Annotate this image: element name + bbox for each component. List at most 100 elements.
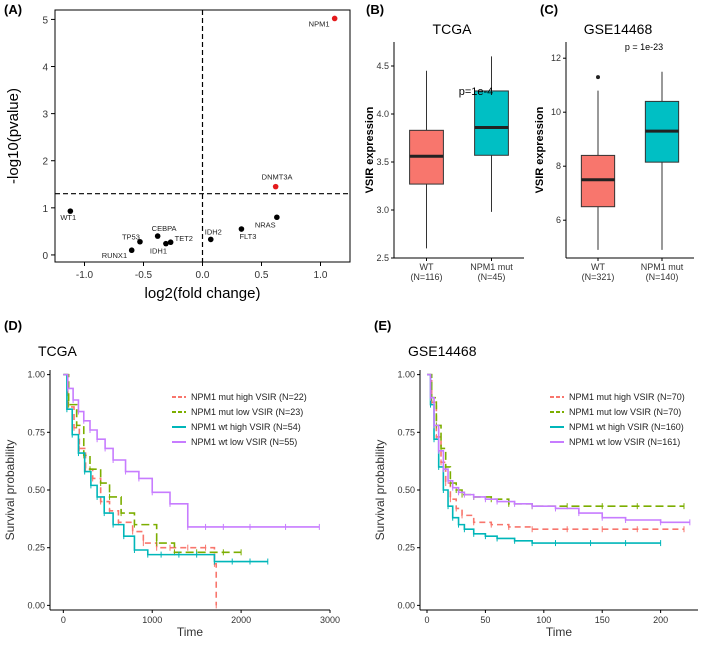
legend-entry: NPM1 mut low VSIR (N=70) [569,407,681,417]
y-tick-label: 4.5 [376,61,389,71]
x-tick-label: 0 [61,615,66,625]
panel-label-d: (D) [4,318,22,333]
group-label: WT [591,262,605,272]
p-value-label: p = 1e-23 [625,42,663,52]
x-tick-label: 0.0 [196,270,210,281]
chart-title: GSE14468 [408,343,477,359]
y-tick-label: 5 [42,15,48,26]
y-tick-label: 3.0 [376,205,389,215]
survival-curve [63,373,242,554]
x-axis-title: log2(fold change) [145,285,261,302]
data-point [67,208,74,214]
x-tick-label: 3000 [320,615,340,625]
x-tick-label: 2000 [231,615,251,625]
km-plot-tcga: TCGA 0 1000 2000 3000 0.00 0.25 0.50 0.75 1.00 Tim… [3,343,340,639]
y-tick-label: 4.0 [376,109,389,119]
y-tick-label: 1 [42,204,48,215]
group-label: NPM1 mut [470,262,513,272]
p-value-label: p=1e-4 [459,86,494,98]
point-label: NRAS [255,220,276,229]
y-axis-title: VSIR expression [364,106,376,193]
y-tick-label: 12 [551,53,561,63]
y-axis-title: -log10(pvalue) [5,88,22,184]
x-axis-title: Time [546,625,573,639]
x-tick-label: -0.5 [135,270,153,281]
y-tick-label: 0.00 [397,600,415,610]
panel-label-b: (B) [366,2,384,17]
y-axis-title: Survival probability [3,440,17,541]
point-label: IDH2 [205,227,222,236]
x-tick-label: 50 [480,615,490,625]
legend-entry: NPM1 mut high VSIR (N=22) [191,392,307,402]
panel-label-a: (A) [4,2,22,17]
x-tick-label: 1.0 [314,270,328,281]
y-tick-label: 0.50 [397,485,415,495]
chart-title: GSE14468 [584,21,653,37]
group-n-label: (N=321) [582,272,615,282]
y-tick-label: 2 [42,157,48,168]
volcano-plot: -1.0 -0.5 0.0 0.5 1.0 0 1 2 3 4 5 NPM1 DNMT3A WT1 NRAS… [5,9,351,302]
y-tick-label: 0.75 [27,427,45,437]
y-tick-label: 3 [42,110,48,121]
legend-entry: NPM1 wt high VSIR (N=160) [569,422,684,432]
legend-entry: NPM1 mut high VSIR (N=70) [569,392,685,402]
km-plot-gse14468: GSE14468 0 50 100 150 200 0.00 0.25 0.50 0.75 1.00… [373,343,698,639]
data-point [238,226,245,232]
boxplot-tcga: TCGA 2.5 3.0 3.5 4.0 4.5 VSIR expression WT(N=1… [364,21,524,282]
x-tick-label: -1.0 [76,270,94,281]
y-tick-label: 6 [556,215,561,225]
point-label: WT1 [60,213,76,222]
panel-label-e: (E) [374,318,391,333]
point-label: NPM1 [309,19,330,28]
group-n-label: (N=45) [478,272,506,282]
data-point [137,238,143,245]
survival-curve [427,373,690,524]
y-axis-title: Survival probability [373,440,387,541]
data-point [207,236,214,243]
y-tick-label: 1.00 [27,370,45,380]
box-npm1-mut [474,90,509,156]
point-label: CEBPA [152,224,177,233]
x-tick-label: 0.5 [255,270,269,281]
y-tick-label: 2.5 [376,253,389,263]
legend-entry: NPM1 wt low VSIR (N=55) [191,437,297,447]
data-point [163,240,169,247]
x-tick-label: 100 [536,615,551,625]
group-label: NPM1 mut [641,262,684,272]
y-tick-label: 8 [556,161,561,171]
outlier-point [596,75,600,80]
y-tick-label: 3.5 [376,157,389,167]
x-tick-label: 0 [425,615,430,625]
survival-curve [63,373,320,528]
point-label: FLT3 [239,232,256,241]
point-label: IDH1 [150,247,167,256]
group-n-label: (N=116) [410,272,442,282]
survival-curve [63,373,268,563]
data-point [331,15,338,22]
legend-entry: NPM1 mut low VSIR (N=23) [191,407,303,417]
y-tick-label: 0 [42,251,48,262]
data-point [272,183,279,190]
y-tick-label: 0.75 [397,427,415,437]
data-point [154,233,161,239]
y-tick-label: 0.00 [27,600,45,610]
x-tick-label: 150 [595,615,610,625]
group-n-label: (N=140) [646,272,679,282]
y-tick-label: 0.25 [397,543,415,553]
data-point [128,247,135,254]
y-tick-label: 10 [551,107,561,117]
point-label: TP53 [122,233,140,242]
x-tick-label: 1000 [142,615,162,625]
data-point [274,214,280,221]
plot-frame [54,9,351,263]
chart-title: TCGA [433,21,473,37]
chart-title: TCGA [38,343,78,359]
group-label: WT [420,262,434,272]
boxplot-gse14468: GSE14468 6 8 10 12 VSIR expression WT(N=321) NP… [534,21,694,282]
data-point [167,239,174,246]
y-tick-label: 0.50 [27,485,45,495]
point-label: RUNX1 [102,251,127,260]
y-axis-title: VSIR expression [534,106,546,193]
point-label: TET2 [175,234,193,243]
